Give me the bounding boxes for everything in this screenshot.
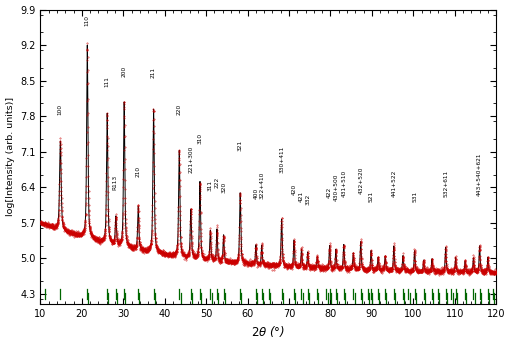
Text: 443+540+621: 443+540+621 (477, 153, 482, 196)
Text: 521: 521 (368, 191, 374, 203)
Text: 420: 420 (291, 184, 296, 195)
X-axis label: $2\theta$ ($\degree$): $2\theta$ ($\degree$) (251, 324, 286, 339)
Text: 321: 321 (238, 140, 243, 151)
Text: 320: 320 (221, 182, 226, 193)
Text: 222: 222 (215, 177, 219, 188)
Text: 322+410: 322+410 (259, 172, 264, 199)
Text: 210: 210 (136, 166, 141, 177)
Text: 330+411: 330+411 (279, 146, 284, 173)
Text: 441+522: 441+522 (391, 170, 397, 197)
Text: 221+300: 221+300 (189, 146, 193, 173)
Text: 211: 211 (151, 67, 156, 78)
Text: 431+510: 431+510 (341, 170, 346, 197)
Text: 311: 311 (208, 180, 213, 191)
Text: 220: 220 (177, 104, 182, 115)
Text: 432+520: 432+520 (358, 167, 363, 194)
Text: 532+611: 532+611 (443, 170, 448, 197)
Text: 100: 100 (58, 104, 63, 115)
Text: R113: R113 (112, 175, 118, 190)
Text: 400: 400 (253, 188, 259, 199)
Text: 422: 422 (327, 187, 332, 198)
Text: 531: 531 (412, 191, 417, 203)
Y-axis label: log[Intensity (arb. units)]: log[Intensity (arb. units)] (6, 97, 14, 216)
Text: 110: 110 (85, 15, 90, 26)
Text: 332: 332 (305, 194, 310, 205)
Text: 430+500: 430+500 (333, 174, 338, 201)
Text: 421: 421 (299, 191, 304, 203)
Text: 200: 200 (122, 65, 127, 77)
Text: 111: 111 (105, 76, 110, 87)
Text: 310: 310 (197, 132, 202, 144)
